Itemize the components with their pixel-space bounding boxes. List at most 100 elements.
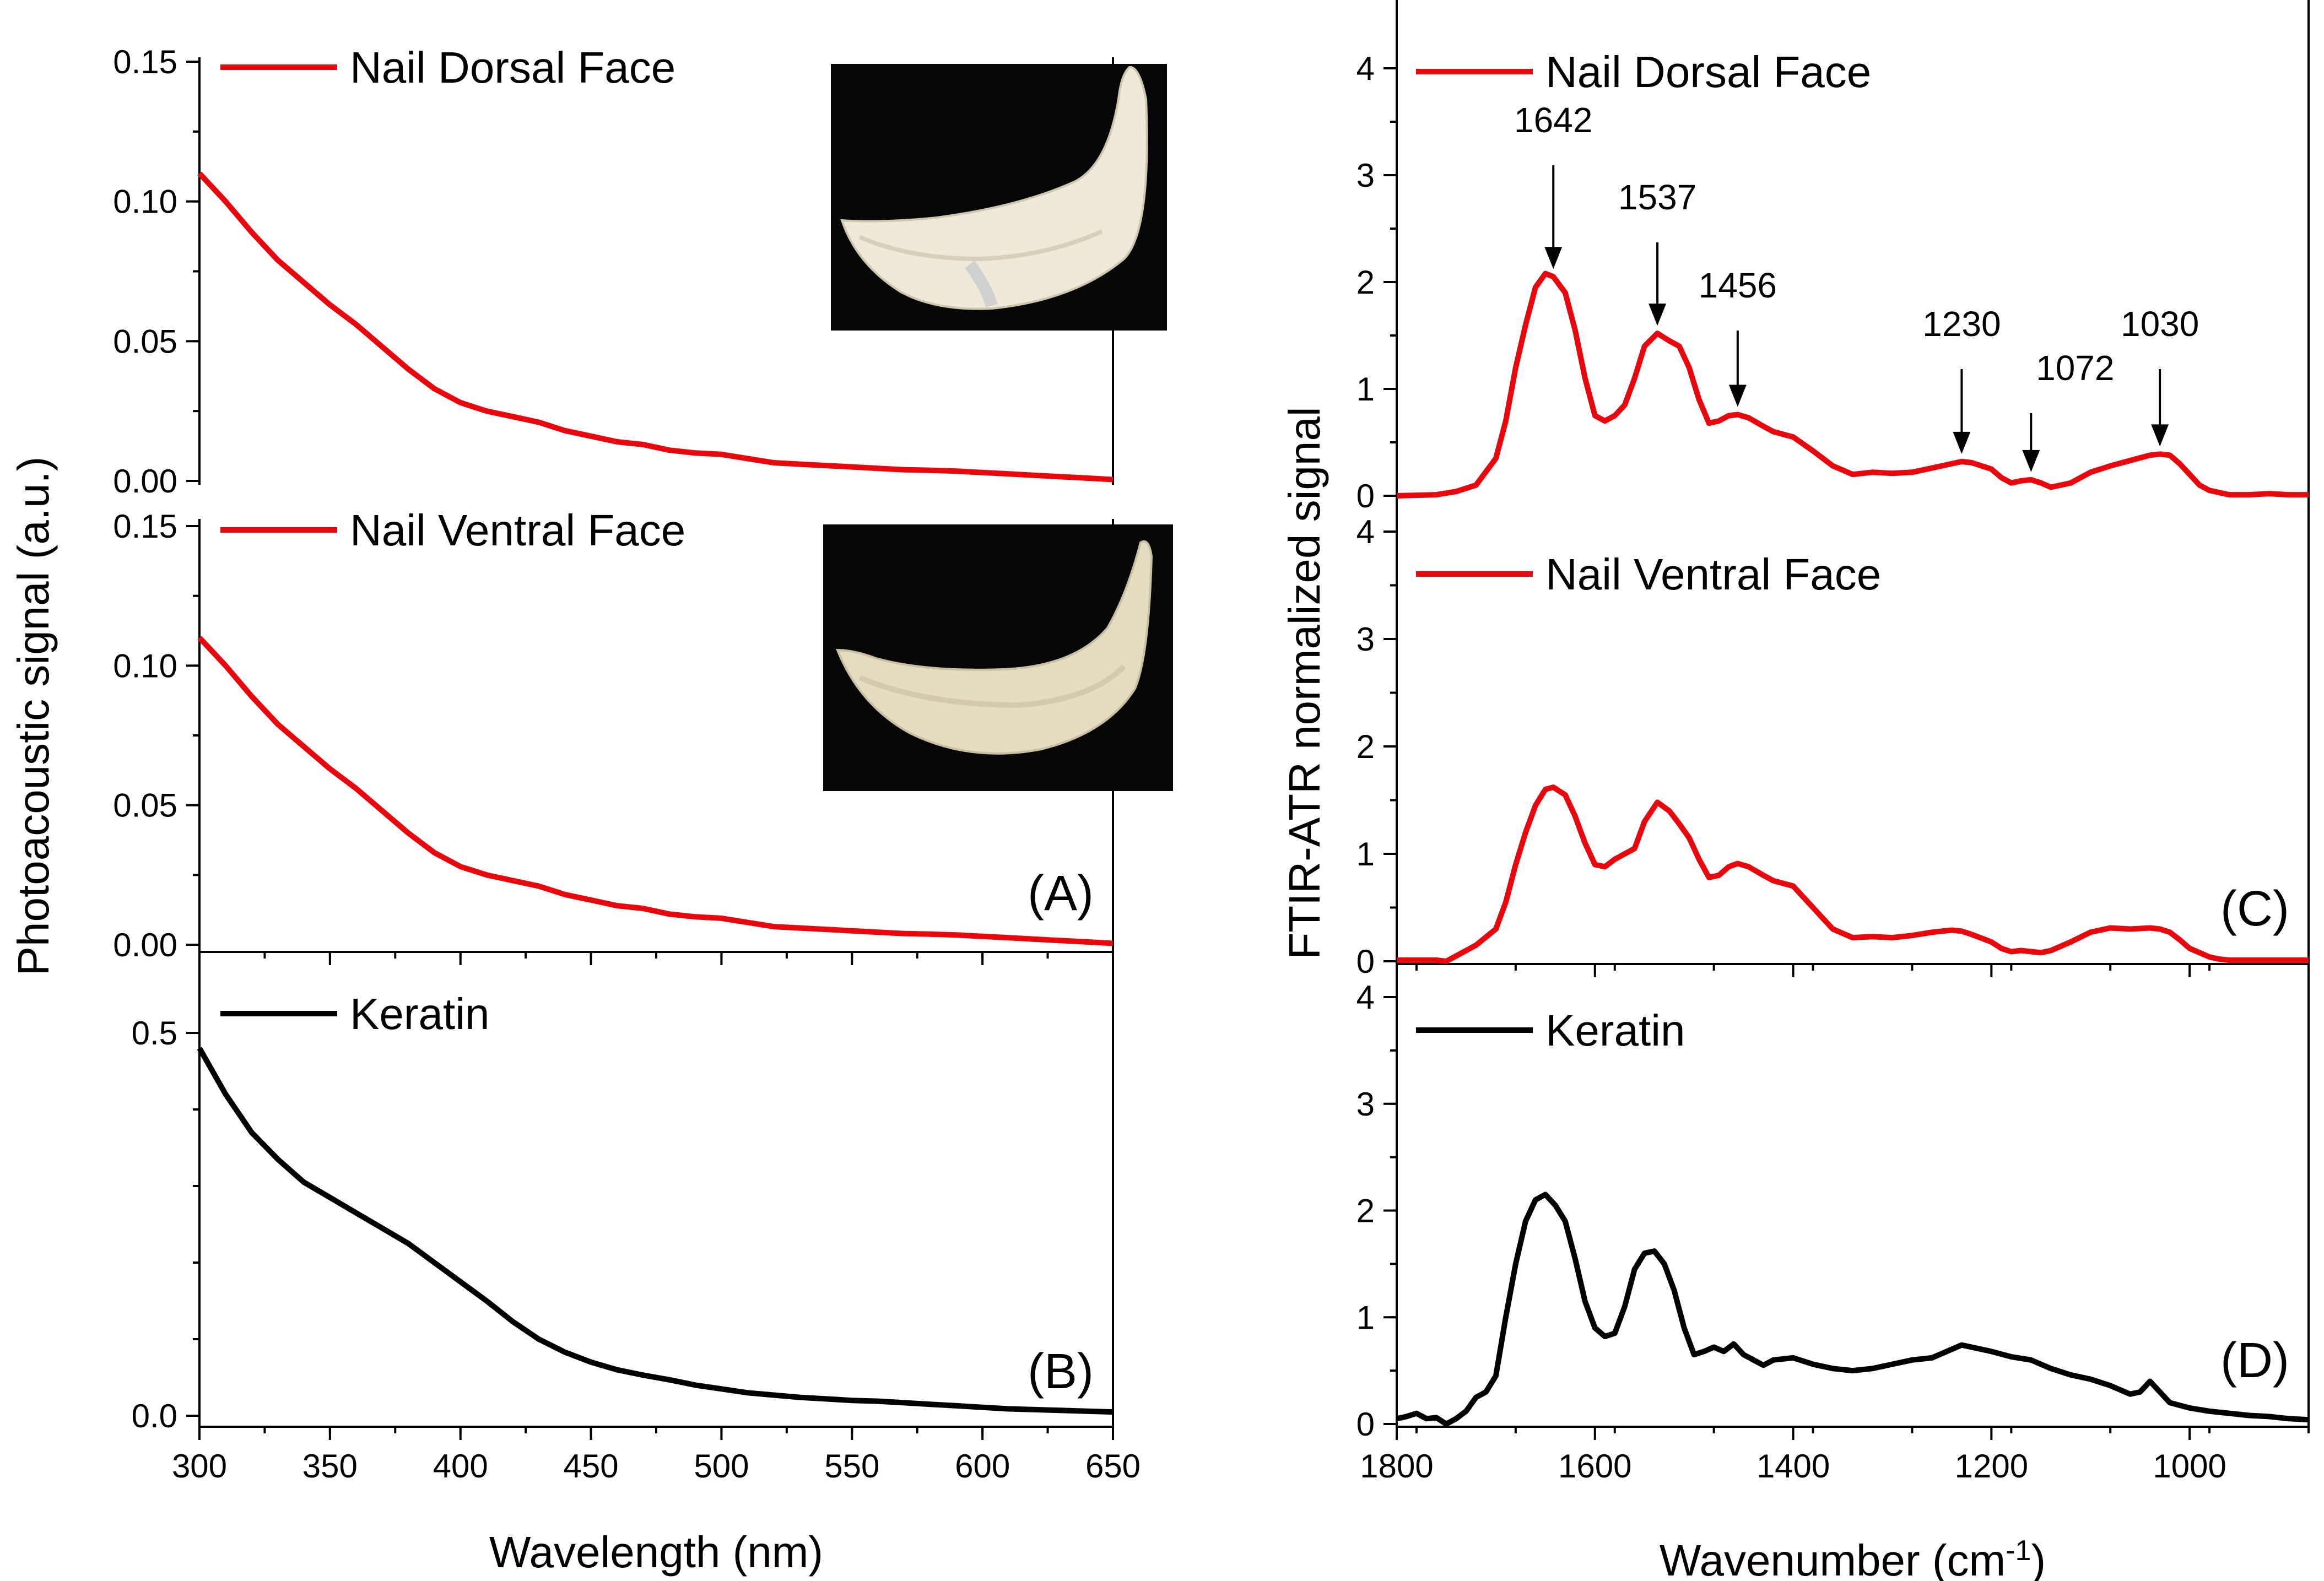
- plot-frame: [1396, 964, 2310, 1428]
- right-y-axis-title: FTIR-ATR normalized signal: [1280, 407, 1329, 959]
- y-tick-label: 0.0: [132, 1398, 177, 1434]
- y-ticks: 0 1 2 3 4: [1356, 979, 1397, 1443]
- annotation-arrowhead: [1728, 385, 1747, 407]
- left-y-axis-title: Photoacoustic signal (a.u.): [9, 457, 58, 976]
- chart-panel-2: 0.00 0.05 0.10 0.15 Nail Ventral Face (A): [113, 506, 1114, 965]
- y-tick-label: 3: [1356, 157, 1375, 194]
- y-tick-label: 2: [1356, 1193, 1375, 1230]
- legend: Keratin: [1416, 1006, 1685, 1055]
- series-line: [1397, 784, 2309, 964]
- series-line: [197, 636, 1114, 946]
- annotation-arrowhead: [1953, 431, 1971, 454]
- annotation-arrowhead: [1544, 247, 1563, 269]
- series-line: [1396, 270, 2309, 499]
- y-tick-label: 1: [1356, 836, 1375, 873]
- series-line: [197, 171, 1114, 483]
- y-tick-label: 1: [1356, 1299, 1375, 1336]
- y-tick-label: 0.05: [113, 323, 177, 360]
- y-tick-label: 4: [1356, 513, 1375, 550]
- panel-label: (C): [2220, 881, 2289, 936]
- chart-panel-5: 0 1 2 3 4 Nail Ventral Face (C): [1356, 499, 2310, 980]
- x-tick-label: 650: [1085, 1448, 1141, 1485]
- y-tick-label: 0.05: [113, 787, 177, 824]
- x-tick-label: 1800: [1360, 1448, 1433, 1485]
- x-tick-label: 550: [824, 1448, 879, 1485]
- annotation-label: 1537: [1618, 177, 1696, 217]
- legend: Nail Ventral Face: [220, 506, 685, 555]
- chart-panels: 0.000.050.100.15 Nail Dorsal Face0.000.05…: [113, 0, 2310, 1485]
- y-tick-label: 3: [1356, 621, 1375, 658]
- right-x-axis-title-end: ): [2031, 1536, 2046, 1581]
- right-x-axis-title: Wavenumber (cm-1): [1660, 1535, 2046, 1581]
- x-tick-label: 450: [564, 1448, 619, 1485]
- y-tick-label: 0.10: [113, 647, 177, 684]
- chart-panel-6: 0 1 2 3 4 1800 1600 1400 1200 1000 Keratin (D): [1356, 964, 2310, 1485]
- x-tick-label: 1000: [2153, 1448, 2226, 1485]
- x-tick-label: 1600: [1558, 1448, 1631, 1485]
- legend-label: Nail Dorsal Face: [350, 43, 675, 92]
- y-tick-label: 3: [1356, 1086, 1375, 1123]
- plot-frame: [198, 960, 1114, 1428]
- right-x-axis-title-sup: -1: [2006, 1535, 2031, 1567]
- y-tick-label: 0: [1356, 943, 1375, 980]
- nail-dorsal-photo: [831, 64, 1167, 331]
- legend-label: Nail Ventral Face: [1545, 550, 1881, 599]
- legend: Nail Ventral Face: [1416, 550, 1881, 599]
- annotation-arrowhead: [2022, 450, 2040, 472]
- y-tick-label: 4: [1356, 979, 1375, 1016]
- y-tick-label: 0: [1356, 1406, 1375, 1443]
- x-tick-label: 1400: [1756, 1448, 1830, 1485]
- legend-label: Keratin: [350, 989, 489, 1038]
- y-ticks: 0.0 0.5: [132, 1015, 199, 1434]
- nail-ventral-photo: [823, 524, 1173, 791]
- y-tick-label: 0.00: [113, 927, 177, 963]
- annotation-arrowhead: [2151, 424, 2169, 447]
- y-ticks: 0 1 2 3 4: [1356, 513, 1397, 980]
- y-tick-label: 1: [1356, 371, 1375, 408]
- y-tick-label: 0.10: [113, 183, 177, 220]
- plot-frame: [1396, 499, 2310, 965]
- annotation-label: 1642: [1514, 100, 1592, 140]
- series-line: [1396, 1192, 2309, 1427]
- sample-photos: [823, 64, 1173, 791]
- y-tick-label: 0.15: [113, 508, 177, 545]
- legend: Keratin: [220, 989, 489, 1038]
- x-ticks: [1396, 964, 2310, 977]
- x-tick-label: 350: [302, 1448, 358, 1485]
- chart-panel-1: 0.00 0.05 0.10 0.15 Nail Dorsal Face: [113, 43, 1114, 500]
- series-line: [197, 1047, 1114, 1415]
- y-tick-label: 4: [1356, 50, 1375, 87]
- x-tick-label: 400: [433, 1448, 488, 1485]
- x-ticks: 300 350 400 450 500 550 600 650: [172, 1427, 1141, 1485]
- x-tick-label: 1200: [1955, 1448, 2028, 1485]
- x-ticks: 1800 1600 1400 1200 1000: [1360, 1427, 2310, 1485]
- y-tick-label: 2: [1356, 728, 1375, 765]
- legend-label: Nail Ventral Face: [350, 506, 685, 555]
- annotation-label: 1230: [1922, 304, 2001, 344]
- x-tick-label: 600: [955, 1448, 1010, 1485]
- y-ticks: 0 1 2 3 4: [1356, 50, 1397, 515]
- panel-label: (A): [1028, 866, 1094, 921]
- x-tick-label: 500: [694, 1448, 749, 1485]
- annotation-arrowhead: [1649, 304, 1667, 326]
- annotation-label: 1072: [2036, 348, 2114, 388]
- x-ticks: [198, 952, 1114, 965]
- panel-label: (D): [2220, 1333, 2289, 1388]
- legend: Nail Dorsal Face: [220, 43, 675, 92]
- annotation-label: 1030: [2121, 304, 2199, 344]
- panel-label: (B): [1028, 1344, 1094, 1399]
- legend: Nail Dorsal Face: [1416, 47, 1871, 96]
- annotation-label: 1456: [1699, 266, 1777, 305]
- left-x-axis-title: Wavelength (nm): [489, 1528, 823, 1577]
- y-ticks: 0.00 0.05 0.10 0.15: [113, 508, 199, 963]
- x-tick-label: 300: [172, 1448, 227, 1485]
- plot-frame: [1396, 0, 2310, 499]
- right-x-axis-title-main: Wavenumber (cm: [1660, 1536, 2006, 1581]
- y-tick-label: 0: [1356, 478, 1375, 515]
- y-tick-label: 0.00: [113, 463, 177, 500]
- y-tick-label: 2: [1356, 264, 1375, 301]
- legend-label: Nail Dorsal Face: [1545, 47, 1871, 96]
- legend-label: Keratin: [1545, 1006, 1685, 1055]
